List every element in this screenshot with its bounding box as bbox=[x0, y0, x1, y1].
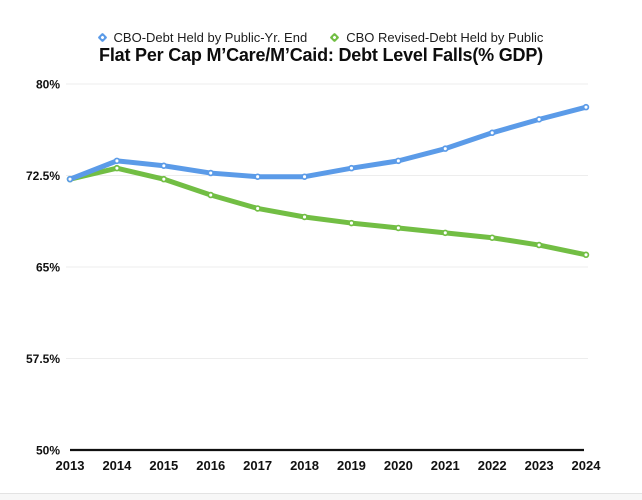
legend-label-cbo-debt: CBO-Debt Held by Public-Yr. End bbox=[113, 30, 308, 45]
y-tick-label: 72.5% bbox=[26, 169, 60, 183]
chart-title: Flat Per Cap M’Care/M’Caid: Debt Level F… bbox=[99, 45, 543, 65]
data-point-marker bbox=[207, 191, 214, 199]
data-point-marker bbox=[113, 157, 121, 165]
legend-label-cbo-revised: CBO Revised-Debt Held by Public bbox=[346, 30, 544, 45]
x-tick-label: 2016 bbox=[196, 458, 225, 473]
chart-legend: CBO-Debt Held by Public-Yr. End CBO Revi… bbox=[0, 30, 642, 45]
x-tick-label: 2015 bbox=[149, 458, 178, 473]
y-tick-label: 50% bbox=[36, 444, 60, 458]
card-bottom-divider bbox=[0, 493, 642, 500]
y-tick-label: 80% bbox=[36, 78, 60, 92]
series-line bbox=[67, 165, 589, 258]
data-point-marker bbox=[395, 157, 402, 165]
data-point-marker bbox=[254, 205, 261, 212]
data-point-marker bbox=[535, 241, 543, 249]
x-tick-label: 2022 bbox=[478, 458, 507, 473]
legend-item-cbo-debt: CBO-Debt Held by Public-Yr. End bbox=[97, 30, 308, 45]
data-point-marker bbox=[582, 251, 590, 259]
data-point-marker bbox=[535, 116, 543, 123]
y-tick-label: 57.5% bbox=[26, 352, 60, 366]
data-point-marker bbox=[582, 103, 590, 111]
data-point-marker bbox=[488, 234, 496, 241]
data-point-marker bbox=[113, 164, 121, 172]
data-point-marker bbox=[301, 213, 308, 221]
x-tick-label: 2021 bbox=[431, 458, 460, 473]
x-tick-label: 2017 bbox=[243, 458, 272, 473]
data-point-marker bbox=[488, 129, 496, 137]
data-point-marker bbox=[254, 173, 261, 180]
data-point-marker bbox=[442, 145, 449, 152]
x-tick-label: 2013 bbox=[56, 458, 85, 473]
y-tick-label: 65% bbox=[36, 261, 60, 275]
x-tick-label: 2024 bbox=[572, 458, 602, 473]
x-tick-label: 2018 bbox=[290, 458, 319, 473]
data-point-marker bbox=[348, 164, 355, 172]
x-tick-label: 2020 bbox=[384, 458, 413, 473]
data-point-marker bbox=[301, 173, 308, 180]
data-point-marker bbox=[348, 219, 355, 227]
legend-item-cbo-revised: CBO Revised-Debt Held by Public bbox=[329, 30, 544, 45]
x-tick-label: 2023 bbox=[525, 458, 554, 473]
data-point-marker bbox=[442, 229, 449, 237]
x-tick-label: 2014 bbox=[102, 458, 132, 473]
data-point-marker bbox=[160, 162, 168, 169]
series-line bbox=[67, 104, 589, 182]
data-point-marker bbox=[66, 175, 74, 183]
x-tick-label: 2019 bbox=[337, 458, 366, 473]
data-point-marker bbox=[160, 175, 168, 183]
data-point-marker bbox=[207, 169, 214, 177]
data-point-marker bbox=[395, 224, 402, 232]
